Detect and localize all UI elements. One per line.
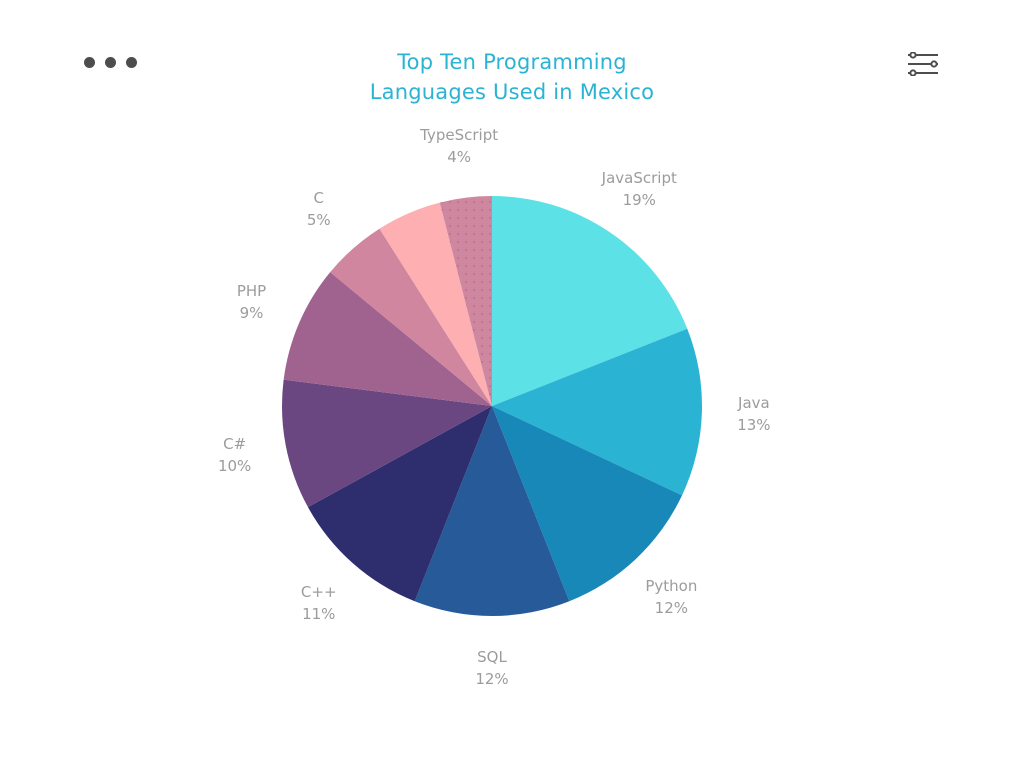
- pie-slice-c[interactable]: [282, 379, 492, 508]
- data-label-value: 13%: [737, 416, 771, 435]
- more-options-button[interactable]: [84, 57, 137, 68]
- pie-slice-c[interactable]: [330, 228, 492, 406]
- data-label-value: 11%: [302, 604, 336, 623]
- dot-icon: [105, 57, 116, 68]
- pie-slice-php[interactable]: [283, 272, 492, 406]
- data-label-sql: SQL 12%: [475, 646, 508, 690]
- data-label-category: JavaScript: [601, 169, 677, 188]
- data-label-value: 5%: [306, 211, 331, 230]
- data-label-c: C++ 11%: [301, 581, 337, 625]
- pie-slice-sql[interactable]: [414, 406, 570, 616]
- sliders-icon[interactable]: [906, 52, 940, 76]
- data-label-value: 9%: [239, 303, 264, 322]
- pie-slice-unlabeled[interactable]: [379, 202, 492, 406]
- data-label-category: C: [313, 189, 324, 208]
- data-label-category: C#: [223, 435, 247, 454]
- chart-title: Top Ten Programming Languages Used in Me…: [312, 47, 712, 107]
- data-label-php: PHP 9%: [237, 280, 266, 324]
- data-label-value: 12%: [475, 670, 509, 688]
- data-label-value: 4%: [447, 148, 472, 167]
- pie-slice-typescript[interactable]: [439, 196, 492, 406]
- data-label-value: 12%: [654, 598, 689, 617]
- pie-slice-c[interactable]: [307, 406, 492, 602]
- data-label-category: C++: [300, 582, 337, 601]
- chart-title-line-2: Languages Used in Mexico: [369, 80, 655, 104]
- data-label-c: C 5%: [307, 187, 331, 231]
- data-label-category: TypeScript: [420, 126, 499, 145]
- data-label-category: PHP: [236, 281, 267, 300]
- data-label-value: 10%: [217, 457, 252, 476]
- data-label-javascript: JavaScript 19%: [602, 167, 677, 211]
- data-label-java: Java 13%: [737, 392, 770, 436]
- data-label-category: Python: [645, 576, 698, 595]
- data-label-c: C# 10%: [218, 433, 251, 477]
- pie-slice-java[interactable]: [492, 328, 703, 496]
- data-label-category: Java: [738, 394, 770, 413]
- chart-title-line-1: Top Ten Programming: [397, 50, 627, 74]
- data-label-value: 19%: [622, 191, 656, 210]
- data-label-category: SQL: [477, 648, 507, 666]
- pie-slice-javascript[interactable]: [492, 196, 688, 406]
- pie-slice-python[interactable]: [492, 406, 683, 602]
- dot-icon: [84, 57, 95, 68]
- data-label-python: Python 12%: [645, 575, 697, 619]
- data-label-typescript: TypeScript 4%: [420, 124, 498, 168]
- dot-icon: [126, 57, 137, 68]
